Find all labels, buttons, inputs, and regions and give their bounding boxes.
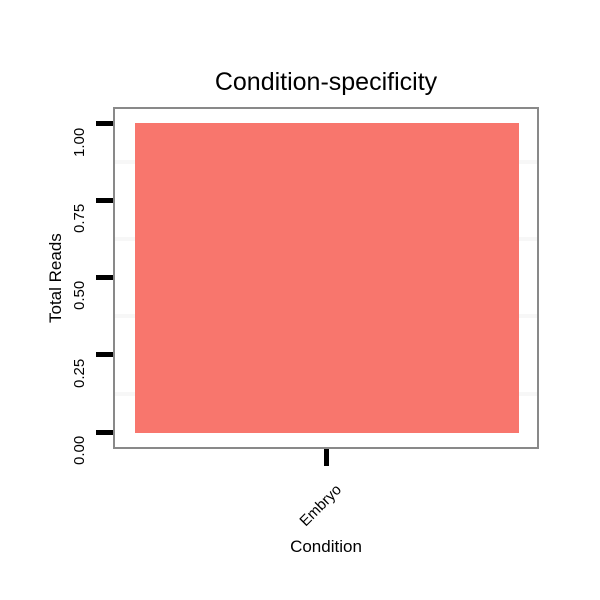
y-tick-label-1.00: 1.00 xyxy=(71,127,88,157)
x-tick-label-embryo: Embryo xyxy=(296,481,346,530)
y-tick-mark-0.75 xyxy=(96,198,113,203)
chart-title: Condition-specificity xyxy=(214,68,438,96)
y-tick-mark-0.50 xyxy=(96,275,113,280)
x-axis-title: Condition xyxy=(290,537,362,556)
bar-embryo xyxy=(135,123,519,433)
x-tick-mark-embryo xyxy=(324,449,329,466)
y-tick-mark-0.00 xyxy=(96,430,113,435)
y-axis-title: Total Reads xyxy=(46,233,65,323)
y-tick-label-0.50: 0.50 xyxy=(71,280,88,310)
y-tick-label-0.00: 0.00 xyxy=(71,435,88,465)
plot-panel-border xyxy=(113,107,539,449)
y-tick-mark-1.00 xyxy=(96,121,113,126)
y-tick-mark-0.25 xyxy=(96,352,113,357)
y-tick-label-0.75: 0.75 xyxy=(71,203,88,233)
y-tick-label-0.25: 0.25 xyxy=(71,358,88,388)
